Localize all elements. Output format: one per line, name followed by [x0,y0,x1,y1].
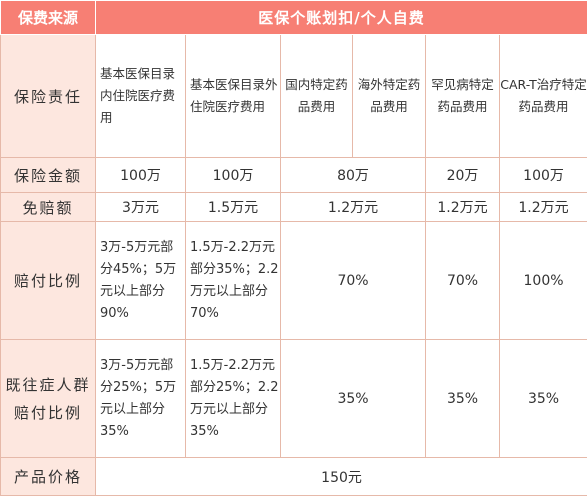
amount-label: 保险金额 [0,157,96,193]
coverage-item-4: 海外特定药品费用 [352,34,426,158]
preexisting-row: 既往症人群 赔付比例 3万-5万元部分25%；5万元以上部分35% 1.5万-2… [0,339,587,458]
amount-row: 保险金额 100万 100万 80万 20万 100万 [0,157,587,193]
preexisting-cart: 35% [498,339,587,458]
ratio-col2: 1.5万-2.2万元部分35%；2.2万元以上部分70% [185,221,281,340]
deductible-value-1: 3万元 [95,192,186,222]
preexisting-rare: 35% [425,339,500,458]
coverage-item-2: 基本医保目录外住院医疗费用 [185,34,281,158]
deductible-value-5: 1.2万元 [498,192,587,222]
header-title: 医保个账划扣/个人自费 [94,0,587,35]
ratio-rare: 70% [425,221,500,340]
price-row: 产品价格 150元 [0,457,587,496]
coverage-item-3: 国内特定药品费用 [280,34,353,158]
deductible-value-3: 1.2万元 [280,192,426,222]
preexisting-label-line1: 既往症人群 [5,375,91,394]
coverage-row: 保险责任 基本医保目录内住院医疗费用 基本医保目录外住院医疗费用 国内特定药品费… [0,34,587,158]
preexisting-domestic-overseas: 35% [280,339,426,458]
deductible-value-4: 1.2万元 [425,192,500,222]
header-row: 保费来源 医保个账划扣/个人自费 [0,0,587,35]
preexisting-col1: 3万-5万元部分25%；5万元以上部分35% [95,339,186,458]
header-premium-source: 保费来源 [0,0,96,35]
amount-value-4: 20万 [425,157,500,193]
ratio-cart: 100% [498,221,587,340]
ratio-label: 赔付比例 [0,221,96,340]
deductible-value-2: 1.5万元 [185,192,281,222]
coverage-label: 保险责任 [0,34,96,158]
coverage-item-1: 基本医保目录内住院医疗费用 [95,34,186,158]
ratio-domestic-overseas: 70% [280,221,426,340]
preexisting-label-line2: 赔付比例 [13,403,82,422]
amount-value-5: 100万 [498,157,587,193]
deductible-row: 免赔额 3万元 1.5万元 1.2万元 1.2万元 1.2万元 [0,192,587,222]
price-label: 产品价格 [0,457,96,496]
preexisting-label: 既往症人群 赔付比例 [0,339,96,458]
amount-value-3: 80万 [280,157,426,193]
price-value: 150元 [94,457,587,496]
deductible-label: 免赔额 [0,192,96,222]
ratio-col1: 3万-5万元部分45%；5万元以上部分90% [95,221,186,340]
coverage-item-6: CAR-T治疗特定药品费用 [498,34,587,158]
amount-value-1: 100万 [95,157,186,193]
amount-value-2: 100万 [185,157,281,193]
preexisting-col2: 1.5万-2.2万元部分25%；2.2万元以上部分35% [185,339,281,458]
coverage-item-5: 罕见病特定药品费用 [425,34,500,158]
ratio-row: 赔付比例 3万-5万元部分45%；5万元以上部分90% 1.5万-2.2万元部分… [0,221,587,340]
